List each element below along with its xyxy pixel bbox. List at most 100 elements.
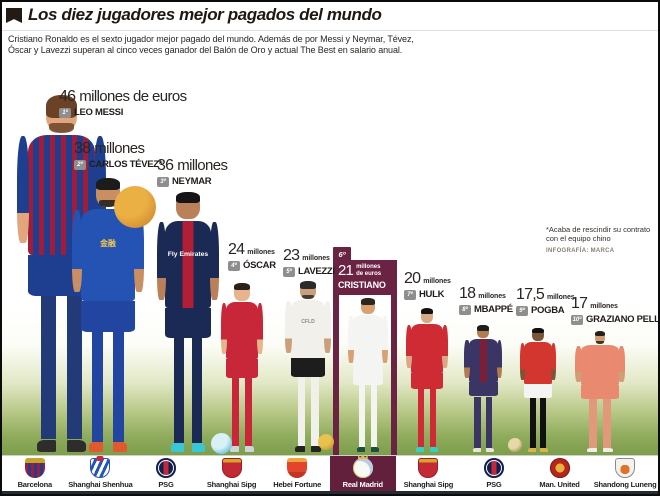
player-name-row: 10º GRAZIANO PELLÉ (571, 314, 660, 325)
psg-logo (155, 458, 176, 478)
cristiano-frame: 21 millones de euros CRISTIANO (333, 260, 397, 455)
clubs-strip: Barcelona Shanghai Shenhua PSG Shanghai Sip… (2, 455, 658, 492)
club-cell-shanghai-sipg: Shanghai Sipg (199, 456, 265, 492)
player-arm-left (72, 209, 83, 293)
club-name-label: Barcelona (17, 480, 53, 489)
player-name-label: NEYMAR (172, 176, 212, 187)
player-hair (420, 308, 434, 315)
club-name-label: PSG (158, 480, 174, 489)
player-boot-left (295, 446, 305, 452)
player-leg-left (358, 384, 366, 447)
player-leg-right (429, 389, 437, 447)
player-name-label: HULK (419, 289, 445, 300)
player-arm-right (133, 209, 144, 293)
salary-value: 23 (283, 247, 300, 264)
player-jersey: CFLD (290, 300, 326, 358)
cristiano-salary-box: 21 millones de euros CRISTIANO (333, 260, 397, 295)
player-leg-left (41, 295, 56, 440)
salary-line: 24 millones (228, 241, 276, 259)
player-jersey (468, 339, 498, 382)
player-boot-left (527, 447, 536, 452)
player-figure-neymar: Fly Emirates (148, 192, 228, 452)
club-cell-barcelona: Barcelona (2, 456, 68, 492)
footnote: *Acaba de rescindir su contrato con el e… (546, 225, 658, 256)
player-boot-right (603, 447, 614, 452)
club-cell-shanghai-sipg: Shanghai Sipg (396, 456, 462, 492)
player-leg-right (192, 338, 202, 443)
player-beard (595, 340, 605, 344)
club-name-label: Shanghai Sipg (206, 480, 257, 489)
club-name-label: Hebei Fortune (273, 480, 322, 489)
salary-value: 20 (404, 270, 421, 287)
player-leg-left (297, 377, 305, 446)
subtitle: Cristiano Ronaldo es el sexto jugador me… (8, 34, 448, 56)
player-jersey: Fly Emirates (164, 221, 212, 309)
player-hair (477, 325, 489, 331)
player-figure-hulk (400, 308, 454, 452)
player-hair (300, 281, 316, 289)
player-figure-mbappe (458, 325, 508, 452)
rank-badge-pogba: 9º (516, 305, 528, 316)
player-figure-o-scar (214, 283, 270, 452)
rank-badge-hulk: 7º (404, 289, 416, 300)
player-leg-right (370, 384, 378, 447)
player-leg-right (485, 396, 492, 448)
salary-unit: millones de euros (356, 264, 382, 277)
player-name-row: 8º MBAPPÉ (459, 304, 513, 315)
player-name-label: MBAPPÉ (474, 304, 513, 315)
club-name-label: Shanghai Sipg (403, 480, 454, 489)
rank-badge-graziano-pelle: 10º (571, 314, 583, 325)
player-name-label: ÓSCAR (243, 260, 276, 271)
shanghai-shenhua-logo (90, 458, 111, 478)
player-boot-left (88, 442, 104, 452)
player-boot-right (540, 447, 549, 452)
jersey-sponsor-text: CFLD (301, 318, 315, 325)
player-beard (49, 123, 74, 134)
bottom-bar (2, 491, 658, 494)
player-boot-right (429, 446, 439, 452)
salary-caption-mbappe: 18 millones 8º MBAPPÉ (459, 285, 513, 315)
player-shorts (581, 385, 619, 400)
ball-messi (114, 186, 156, 228)
header: Los diez jugadores mejor pagados del mun… (6, 5, 382, 25)
player-figure-lavezzi: CFLD (278, 281, 338, 452)
player-leg-right (244, 378, 252, 447)
player-figure-carlos-te-vez: 金融 (62, 178, 154, 452)
cristiano-salary-row: 21 millones de euros (338, 262, 397, 279)
salary-value: 18 (459, 285, 476, 302)
salary-caption-leo-messi: 46 millones de euros 1º LEO MESSI (59, 88, 187, 118)
player-head (532, 328, 544, 342)
footnote-line1: *Acaba de rescindir su contrato (546, 225, 651, 234)
ball-lavezzi (318, 434, 334, 450)
salary-caption-hulk: 20 millones 7º HULK (404, 270, 451, 300)
player-name-row: 5º LAVEZZI (283, 266, 335, 277)
player-arm-left (16, 136, 30, 244)
cristiano-frame-left-bar (333, 295, 339, 455)
player-shorts (81, 300, 135, 333)
player-leg-left (474, 396, 481, 448)
club-name-label: Shanghai Shenhua (68, 480, 133, 489)
club-cell-psg: PSG (461, 456, 527, 492)
salary-unit: millones (247, 249, 275, 256)
salary-unit: millones (94, 140, 145, 157)
rank-badge-mbappe: 8º (459, 304, 471, 315)
real-madrid-logo (352, 458, 373, 478)
salary-unit: millones (478, 293, 506, 300)
player-boot-left (586, 447, 597, 452)
salary-unit: millones (302, 255, 330, 262)
player-name-row: 7º HULK (404, 289, 451, 300)
player-leg-right (603, 399, 612, 448)
player-head (176, 192, 200, 220)
player-boot-left (415, 446, 425, 452)
player-hair (532, 328, 544, 334)
player-arm-left (220, 303, 227, 354)
club-cell-real-madrid: Real Madrid (329, 456, 396, 492)
player-leg-left (529, 397, 536, 448)
salary-unit: millones (423, 278, 451, 285)
player-name-label: GRAZIANO PELLÉ (586, 314, 660, 325)
salary-unit: millones de euros (79, 88, 187, 105)
player-arm-left (348, 316, 354, 363)
page-title: Los diez jugadores mejor pagados del mun… (28, 5, 382, 24)
player-leg-left (232, 378, 240, 447)
